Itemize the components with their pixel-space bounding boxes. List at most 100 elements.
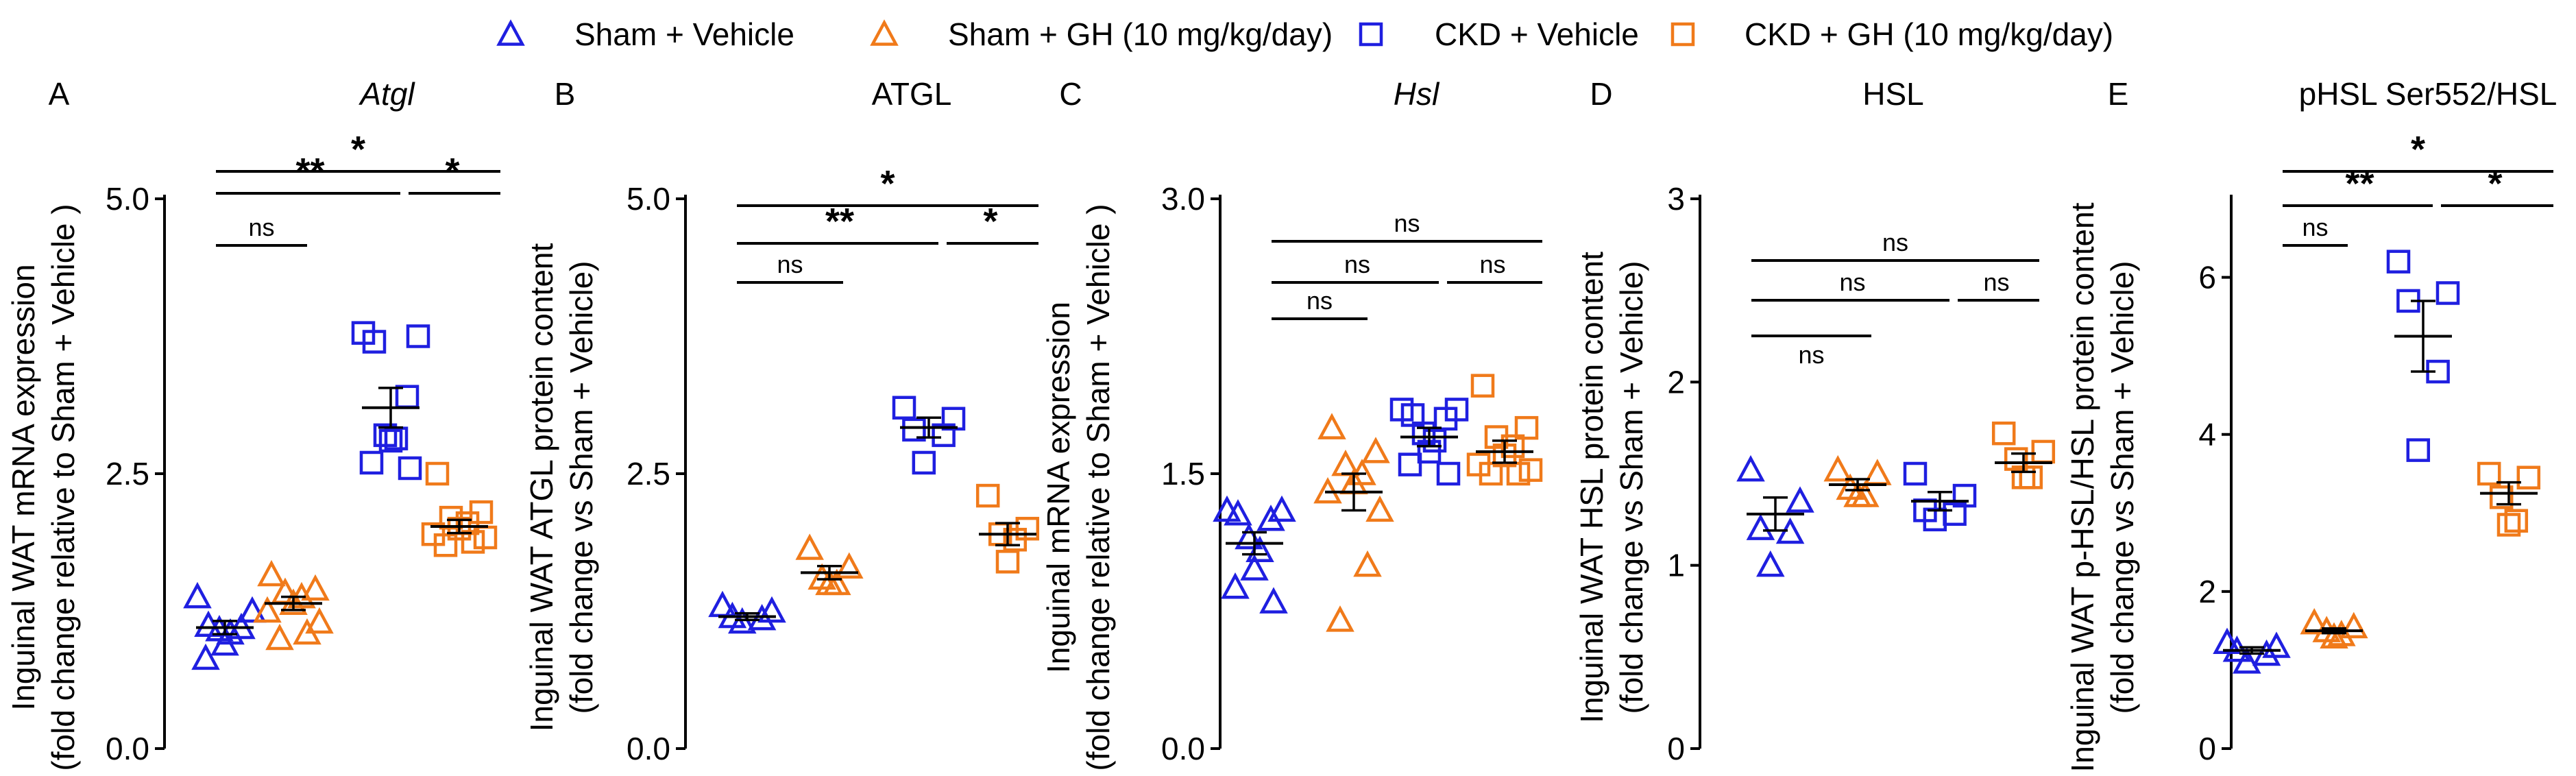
data-point: [902, 417, 926, 442]
data-group: [975, 483, 1040, 574]
data-point: [2031, 439, 2056, 464]
data-point: [378, 428, 403, 453]
sig-label: ns: [248, 213, 274, 241]
legend-label: CKD + Vehicle: [1435, 16, 1639, 52]
legend-item: CKD + GH (10 mg/kg/day): [1670, 16, 2113, 52]
data-point: [301, 574, 330, 601]
y-axis-label: Inguinal WAT p-HSL/HSL protein content: [2065, 202, 2100, 772]
data-point: [1224, 499, 1252, 526]
sig-label: ns: [777, 250, 803, 278]
data-point: [1746, 513, 1775, 540]
data-point: [1361, 437, 1390, 463]
data-group: [1903, 461, 1977, 532]
data-point: [1903, 461, 1928, 486]
data-point: [1353, 550, 1382, 577]
panel-letter: C: [1059, 76, 1082, 112]
data-point: [728, 607, 757, 634]
data-point: [1317, 413, 1346, 439]
data-group: [1466, 374, 1543, 486]
significance-brackets: *** *ns: [737, 163, 1038, 284]
sig-label: *: [2411, 129, 2425, 170]
data-group: [892, 396, 966, 475]
legend-item: Sham + GH (10 mg/kg/day): [870, 16, 1333, 52]
data-group: [351, 321, 430, 481]
panel-b: B ATGL Inguinal WAT ATGL protein content (f…: [524, 76, 1040, 766]
sig-label: ns: [1479, 250, 1505, 278]
data-point: [2504, 509, 2529, 533]
legend: Sham + Vehicle Sham + GH (10 mg/kg/day) CK…: [496, 16, 2113, 52]
sig-label: *: [351, 129, 365, 170]
data-point: [398, 456, 422, 481]
sig-label: ns: [1307, 287, 1333, 315]
y-tick-label: 5.0: [627, 181, 670, 217]
data-point: [1756, 550, 1785, 577]
significance-brackets: *** *ns: [2283, 129, 2553, 247]
sig-label: ns: [1394, 209, 1420, 237]
sig-label: **: [2345, 163, 2374, 204]
y-axis-label: Inguinal WAT mRNA expression: [5, 264, 41, 710]
data-point: [708, 590, 737, 618]
data-point: [1479, 461, 1503, 486]
panel-title: HSL: [1862, 76, 1923, 112]
data-group: [2386, 250, 2460, 462]
y-axis-label: (fold change vs Sham + Vehicle): [563, 261, 599, 714]
data-group: [183, 581, 267, 670]
panel-d: D HSL Inguinal WAT HSL protein content (fol…: [1574, 76, 2056, 766]
data-point: [1843, 481, 1872, 507]
data-group: [421, 461, 498, 557]
y-tick-label: 0.0: [106, 731, 149, 766]
data-group: [1991, 421, 2056, 489]
legend-item: Sham + Vehicle: [496, 16, 794, 52]
panel-title: pHSL Ser552/HSL: [2299, 76, 2557, 112]
data-point: [447, 516, 472, 541]
data-point: [2435, 281, 2460, 305]
data-point: [1326, 605, 1354, 632]
y-tick-label: 0: [1667, 731, 1685, 766]
legend-item: CKD + Vehicle: [1359, 16, 1639, 52]
y-tick-label: 6: [2198, 260, 2216, 295]
data-point: [2320, 622, 2348, 649]
data-point: [995, 550, 1020, 574]
data-group: [2477, 461, 2541, 537]
panel-c: C Hsl Inguinal mRNA expression (fold change…: [1041, 76, 1543, 771]
data-group: [1213, 495, 1296, 614]
sig-label: ns: [1344, 250, 1370, 278]
data-point: [1470, 374, 1495, 398]
data-point: [2213, 627, 2241, 655]
data-point: [253, 596, 282, 623]
data-point: [1259, 587, 1288, 614]
data-point: [433, 533, 458, 557]
legend-label: CKD + GH (10 mg/kg/day): [1745, 16, 2113, 52]
panel-a: A Atgl Inguinal WAT mRNA expression (fold c…: [5, 76, 500, 771]
data-group: [1823, 454, 1892, 507]
panel-title: ATGL: [872, 76, 952, 112]
data-point: [757, 596, 786, 623]
data-group: [2300, 607, 2368, 649]
y-axis-label: (fold change vs Sham + Vehicle): [1614, 261, 1649, 714]
data-group: [1736, 454, 1814, 577]
data-point: [1398, 452, 1422, 476]
data-point: [1240, 554, 1269, 581]
sig-label: **: [295, 151, 324, 192]
data-group: [1313, 413, 1394, 632]
data-group: [795, 533, 864, 596]
data-point: [257, 559, 286, 587]
data-point: [210, 629, 239, 656]
data-point: [2004, 447, 2028, 471]
data-point: [2489, 485, 2514, 509]
y-tick-label: 0.0: [1161, 731, 1205, 766]
sig-label: ns: [1839, 268, 1865, 296]
square-marker-icon: [1670, 22, 1695, 47]
sig-label: ns: [2302, 213, 2328, 241]
y-axis-label: Inguinal WAT HSL protein content: [1574, 252, 1609, 723]
sig-label: ns: [1983, 268, 2009, 296]
data-point: [293, 618, 321, 645]
y-axis-label: (fold change relative to Sham + Vehicle …: [1080, 204, 1116, 771]
square-marker-icon: [1359, 22, 1383, 47]
data-point: [1267, 495, 1296, 522]
significance-brackets: *** *ns: [216, 129, 500, 247]
y-tick-label: 3: [1667, 181, 1685, 217]
